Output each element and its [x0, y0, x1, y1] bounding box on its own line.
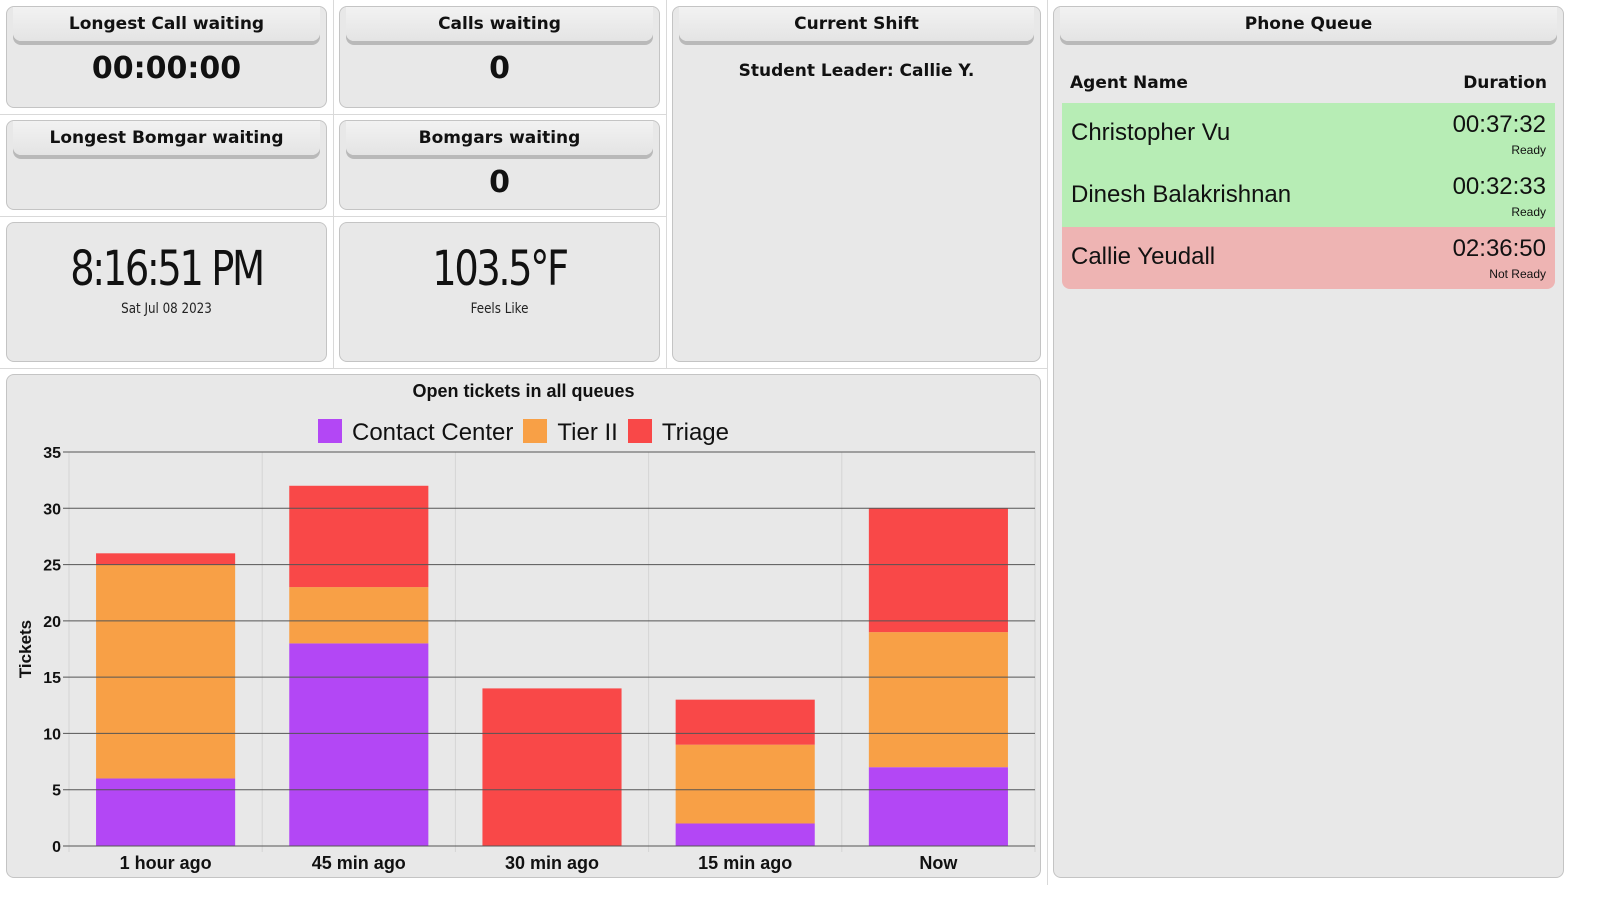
- y-tick-label: 15: [43, 670, 61, 687]
- bar-segment: [96, 564, 236, 779]
- agent-row: Dinesh Balakrishnan 00:32:33 Ready: [1062, 165, 1555, 227]
- calls-waiting-title: Calls waiting: [346, 7, 653, 41]
- bomgars-waiting-value: 0: [489, 165, 510, 200]
- bar-segment: [675, 744, 815, 824]
- grid-divider: [0, 368, 1047, 369]
- student-leader-text: Student Leader: Callie Y.: [738, 61, 975, 81]
- legend-swatch: [317, 419, 342, 443]
- agent-name: Callie Yeudall: [1071, 243, 1216, 270]
- grid-divider: [333, 0, 334, 368]
- legend-label: Contact Center: [351, 419, 514, 446]
- y-tick-label: 20: [43, 614, 61, 631]
- clock-date: Sat Jul 08 2023: [121, 301, 212, 317]
- chart-legend: Contact Center Tier II Triage: [7, 419, 1040, 447]
- y-tick-label: 25: [43, 558, 61, 575]
- agent-duration: 02:36:50: [1452, 235, 1546, 262]
- bar-segment: [868, 508, 1008, 633]
- x-tick-label: 1 hour ago: [120, 853, 212, 873]
- legend-swatch: [523, 419, 548, 443]
- agent-name: Dinesh Balakrishnan: [1071, 181, 1292, 208]
- bomgars-waiting-widget: Bomgars waiting 0: [339, 120, 660, 210]
- calls-waiting-widget: Calls waiting 0: [339, 6, 660, 108]
- open-tickets-chart: Open tickets in all queues Contact Cente…: [6, 374, 1041, 878]
- feels-like-label: Feels Like: [470, 301, 529, 317]
- legend-swatch: [627, 419, 652, 443]
- y-tick-label: 10: [43, 726, 61, 743]
- clock-time: 8:16:51 PM: [70, 241, 265, 297]
- grid-divider: [1047, 0, 1048, 885]
- bar-segment: [868, 632, 1008, 768]
- bar-segment: [289, 643, 429, 846]
- longest-call-widget: Longest Call waiting 00:00:00: [6, 6, 327, 108]
- bar-segment: [289, 485, 429, 588]
- phone-queue-widget: Phone Queue Agent Name Duration Christop…: [1053, 6, 1564, 878]
- agent-status: Ready: [1511, 143, 1546, 157]
- bomgars-waiting-title: Bomgars waiting: [346, 121, 653, 155]
- current-shift-title: Current Shift: [679, 7, 1034, 41]
- x-tick-label: 30 min ago: [505, 853, 599, 873]
- agent-name: Christopher Vu: [1071, 119, 1231, 146]
- y-tick-label: 35: [43, 445, 61, 462]
- bar-segment: [675, 823, 815, 846]
- current-shift-widget: Current Shift Student Leader: Callie Y.: [672, 6, 1041, 362]
- calls-waiting-value: 0: [489, 51, 510, 86]
- phone-queue-title: Phone Queue: [1060, 7, 1557, 41]
- feels-like-temperature: 103.5°F: [432, 241, 569, 297]
- legend-item[interactable]: Tier II: [523, 419, 618, 447]
- bar-segment: [675, 699, 815, 745]
- y-tick-label: 0: [52, 839, 61, 856]
- weather-widget: 103.5°F Feels Like: [339, 222, 660, 362]
- phone-queue-header: Agent Name Duration: [1070, 73, 1547, 93]
- bar-segment: [482, 688, 622, 846]
- x-tick-label: 15 min ago: [698, 853, 792, 873]
- legend-item[interactable]: Contact Center: [317, 419, 514, 447]
- legend-label: Tier II: [557, 419, 618, 446]
- longest-call-value: 00:00:00: [91, 51, 242, 86]
- longest-bomgar-widget: Longest Bomgar waiting: [6, 120, 327, 210]
- bar-segment: [289, 587, 429, 644]
- agent-status: Not Ready: [1489, 267, 1546, 281]
- chart-title: Open tickets in all queues: [412, 381, 635, 401]
- longest-bomgar-title: Longest Bomgar waiting: [13, 121, 320, 155]
- grid-divider: [0, 114, 666, 115]
- agent-duration: 00:32:33: [1452, 173, 1546, 200]
- duration-header: Duration: [1463, 73, 1547, 93]
- chart-plot: 0 5 10 15 20 25 30 35 1 hour ago 45 min ago 30 min…: [16, 445, 1036, 873]
- agent-row: Christopher Vu 00:37:32 Ready: [1062, 103, 1555, 165]
- x-tick-label: 45 min ago: [312, 853, 406, 873]
- agent-name-header: Agent Name: [1070, 73, 1188, 93]
- bar-segment: [96, 553, 236, 565]
- clock-widget: 8:16:51 PM Sat Jul 08 2023: [6, 222, 327, 362]
- agent-row: Callie Yeudall 02:36:50 Not Ready: [1062, 227, 1555, 289]
- bar-segment: [96, 778, 236, 846]
- grid-divider: [0, 216, 666, 217]
- y-axis-title: Tickets: [16, 620, 35, 678]
- bar-segment: [868, 767, 1008, 846]
- x-tick-label: Now: [919, 853, 958, 873]
- longest-call-title: Longest Call waiting: [13, 7, 320, 41]
- y-tick-label: 30: [43, 501, 61, 518]
- agent-status: Ready: [1511, 205, 1546, 219]
- legend-label: Triage: [661, 419, 729, 446]
- grid-divider: [666, 0, 667, 368]
- agent-duration: 00:37:32: [1452, 111, 1546, 138]
- y-tick-label: 5: [52, 783, 61, 800]
- legend-item[interactable]: Triage: [627, 419, 729, 447]
